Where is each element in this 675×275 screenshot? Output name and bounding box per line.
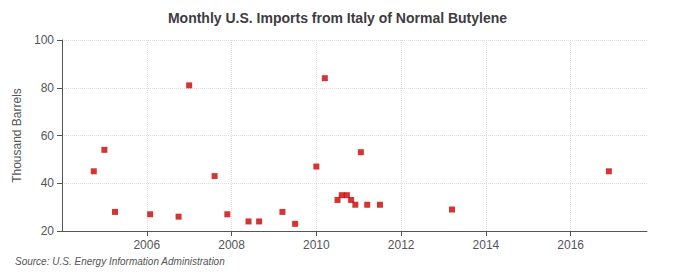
svg-text:2016: 2016 [557, 238, 584, 252]
svg-text:Source: U.S. Energy Informatio: Source: U.S. Energy Information Administ… [15, 256, 225, 267]
svg-text:2010: 2010 [303, 238, 330, 252]
svg-text:2008: 2008 [218, 238, 245, 252]
svg-text:Thousand Barrels: Thousand Barrels [10, 88, 24, 183]
svg-text:2006: 2006 [133, 238, 160, 252]
svg-text:40: 40 [41, 176, 55, 190]
svg-text:2012: 2012 [388, 238, 415, 252]
svg-text:Monthly U.S. Imports from Ital: Monthly U.S. Imports from Italy of Norma… [168, 10, 507, 26]
svg-text:80: 80 [41, 81, 55, 95]
svg-text:2014: 2014 [473, 238, 500, 252]
svg-text:100: 100 [34, 33, 54, 47]
svg-text:60: 60 [41, 129, 55, 143]
svg-text:20: 20 [41, 224, 55, 238]
